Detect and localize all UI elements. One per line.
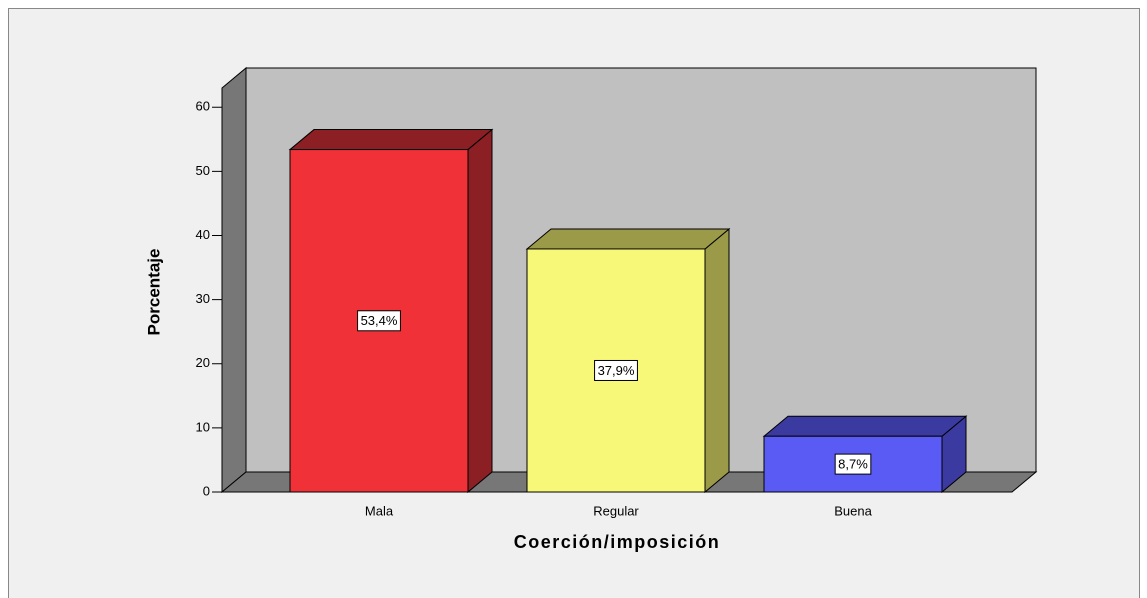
y-tick-label: 30 [196, 291, 210, 306]
side-wall [221, 66, 247, 494]
x-tick-label: Regular [593, 503, 639, 518]
x-tick-label: Buena [834, 503, 872, 518]
x-tick-label: Mala [365, 503, 394, 518]
y-axis-title: Porcentaje [144, 249, 163, 336]
value-label-box [357, 310, 401, 332]
y-tick-label: 60 [196, 99, 210, 114]
y-tick-label: 40 [196, 227, 210, 242]
value-label: 8,7% [838, 457, 868, 472]
bar-side [704, 227, 730, 494]
value-label-box [834, 453, 872, 475]
bar-top [762, 415, 968, 437]
bar-side [467, 128, 493, 494]
value-label-box [594, 359, 638, 381]
value-label: 53,4% [361, 313, 398, 328]
y-tick-label: 10 [196, 419, 210, 434]
value-label: 37,9% [598, 363, 635, 378]
y-tick-label: 50 [196, 163, 210, 178]
x-axis-title: Coerción/imposición [514, 532, 721, 552]
bar-top [288, 129, 494, 151]
y-tick-label: 20 [196, 355, 210, 370]
bar-top [525, 228, 731, 250]
y-tick-label: 0 [203, 483, 210, 498]
